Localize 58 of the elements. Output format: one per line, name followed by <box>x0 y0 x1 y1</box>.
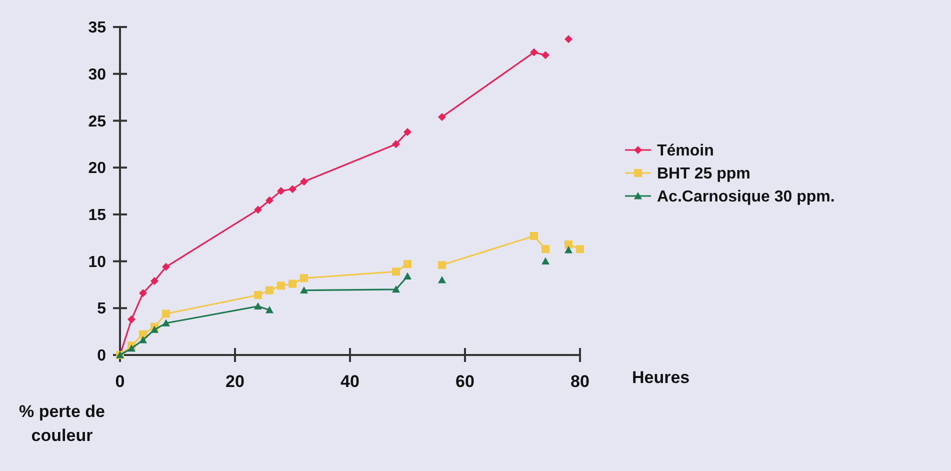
y-tick-label: 20 <box>88 160 106 178</box>
point <box>564 35 572 44</box>
x-tick-label: 20 <box>226 372 244 391</box>
point <box>542 257 550 264</box>
y-tick-label: 0 <box>97 348 106 365</box>
x-tick-label: 60 <box>456 372 474 391</box>
point <box>277 187 285 195</box>
point <box>162 319 170 326</box>
point <box>392 268 400 276</box>
point <box>438 276 446 284</box>
y-tick-label: 25 <box>88 113 106 130</box>
y-axis-title: % perte de couleur <box>19 402 105 445</box>
point <box>266 306 274 314</box>
point <box>564 246 572 254</box>
x-tick-label: 40 <box>340 372 360 391</box>
point <box>288 280 296 288</box>
point <box>542 51 550 60</box>
point <box>128 344 136 352</box>
point <box>277 282 285 290</box>
point <box>150 276 158 285</box>
point <box>139 336 147 344</box>
point <box>438 261 446 270</box>
legend-label: BHT 25 ppm <box>657 166 750 183</box>
point <box>254 206 262 214</box>
point <box>392 285 400 293</box>
point <box>300 286 308 294</box>
y-tick-label: 15 <box>88 207 106 224</box>
point <box>404 128 412 136</box>
y-tick-label: 35 <box>88 20 106 37</box>
legend-label: Témoin <box>657 142 714 160</box>
point <box>266 196 274 204</box>
point <box>576 245 584 254</box>
x-axis-title: Heures <box>632 368 690 387</box>
point <box>300 274 308 282</box>
point <box>162 262 170 271</box>
point <box>288 185 296 194</box>
point <box>530 48 538 56</box>
y-tick-label: 10 <box>88 254 106 271</box>
point <box>438 112 446 121</box>
point <box>530 232 538 240</box>
point <box>404 272 412 280</box>
y-tick-label: 30 <box>88 66 106 84</box>
point <box>254 302 262 310</box>
point <box>150 326 158 333</box>
point <box>564 240 572 248</box>
point <box>542 245 550 254</box>
x-tick-label: 0 <box>115 372 125 391</box>
point <box>139 289 147 298</box>
point <box>404 260 412 268</box>
legend-label: Ac.Carnosique 30 ppm. <box>657 188 835 206</box>
point <box>300 178 308 186</box>
point <box>254 291 262 300</box>
point <box>392 140 400 148</box>
x-tick-label: 80 <box>570 372 590 391</box>
point <box>128 315 136 324</box>
point <box>162 310 170 318</box>
y-tick-label: 5 <box>97 300 106 318</box>
point <box>266 286 274 294</box>
